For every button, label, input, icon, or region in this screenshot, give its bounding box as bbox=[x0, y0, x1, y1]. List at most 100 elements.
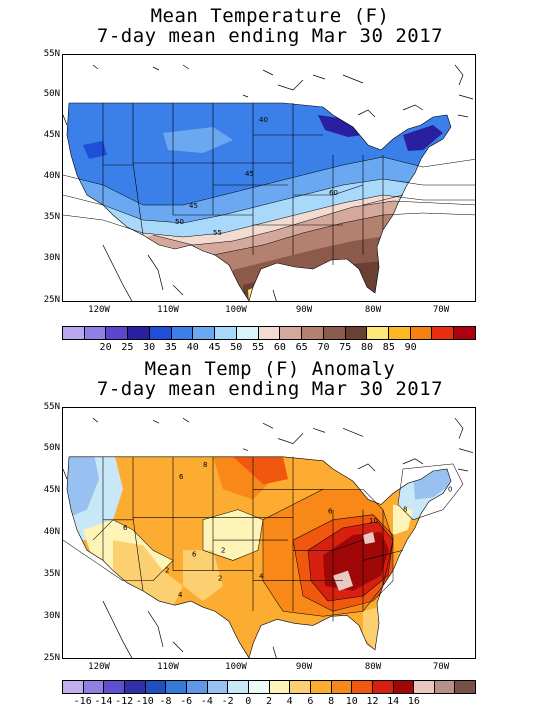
bottom-contour-label: 2 bbox=[165, 566, 169, 575]
bottom-title-line1: Mean Temp (F) Anomaly bbox=[144, 358, 396, 380]
colorbar-swatch bbox=[186, 681, 208, 693]
colorbar-swatch bbox=[149, 327, 172, 339]
top-lat-label: 30N bbox=[43, 253, 60, 263]
top-lat-label: 40N bbox=[43, 171, 60, 181]
colorbar-swatch bbox=[236, 327, 259, 339]
top-colorbar bbox=[62, 326, 476, 340]
colorbar-swatch bbox=[145, 681, 167, 693]
bottom-contour-label: 10 bbox=[369, 516, 378, 525]
colorbar-swatch bbox=[310, 681, 332, 693]
colorbar-label: -6 bbox=[180, 696, 193, 707]
top-contour-label: 50 bbox=[175, 218, 184, 226]
colorbar-label: 35 bbox=[164, 342, 177, 353]
colorbar-swatch bbox=[414, 681, 435, 693]
bottom-lat-label: 35N bbox=[43, 569, 60, 579]
bottom-contour-label: 6 bbox=[192, 549, 197, 558]
bottom-contour-label: 4 bbox=[259, 572, 264, 581]
top-lon-label: 80W bbox=[364, 305, 382, 315]
bottom-lat-label: 30N bbox=[43, 611, 60, 621]
bottom-title-line2: 7-day mean ending Mar 30 2017 bbox=[96, 378, 444, 400]
colorbar-label: -12 bbox=[115, 696, 134, 707]
colorbar-swatch bbox=[290, 681, 311, 693]
top-coastlines bbox=[63, 64, 474, 301]
bottom-map-svg: 6 8 6 6 10 2 6 4 2 2 4 0 8 bbox=[63, 417, 474, 658]
top-state-boundaries bbox=[66, 102, 452, 301]
bottom-contour-label: 6 bbox=[328, 507, 333, 516]
bottom-contour-label: 6 bbox=[123, 523, 128, 532]
colorbar-swatch bbox=[269, 681, 291, 693]
top-lon-label: 70W bbox=[432, 305, 450, 315]
colorbar-swatch bbox=[258, 327, 281, 339]
colorbar-label: 30 bbox=[143, 342, 156, 353]
bottom-coastlines bbox=[63, 417, 474, 658]
colorbar-swatch bbox=[124, 681, 146, 693]
colorbar-label: 25 bbox=[121, 342, 134, 353]
colorbar-label: 20 bbox=[99, 342, 112, 353]
colorbar-label: 4 bbox=[286, 696, 293, 707]
top-lon-label: 90W bbox=[295, 305, 313, 315]
bottom-contour-label: 2 bbox=[221, 545, 225, 554]
colorbar-swatch bbox=[372, 681, 394, 693]
colorbar-label: 80 bbox=[361, 342, 374, 353]
top-lon-label: 100W bbox=[225, 305, 247, 315]
bottom-anomaly-fill bbox=[67, 456, 451, 658]
top-contour-label: 55 bbox=[213, 229, 222, 237]
top-lat-label: 55N bbox=[43, 49, 60, 59]
top-contour-label: 60 bbox=[329, 189, 338, 197]
colorbar-swatch bbox=[215, 327, 237, 339]
colorbar-swatch bbox=[63, 327, 85, 339]
bottom-lon-label: 100W bbox=[225, 662, 247, 672]
top-contour-labels: 40 45 45 50 55 60 bbox=[175, 116, 338, 237]
bottom-contour-labels: 6 8 6 6 10 2 6 4 2 2 4 0 8 bbox=[123, 460, 453, 599]
colorbar-swatch bbox=[248, 681, 270, 693]
colorbar-label: 12 bbox=[366, 696, 379, 707]
bottom-lat-label: 45N bbox=[43, 485, 60, 495]
colorbar-label: 90 bbox=[404, 342, 417, 353]
colorbar-swatch bbox=[193, 327, 216, 339]
bottom-lat-label: 25N bbox=[43, 653, 60, 663]
colorbar-swatch bbox=[434, 681, 456, 693]
colorbar-label: 14 bbox=[387, 696, 400, 707]
colorbar-label: 40 bbox=[186, 342, 199, 353]
colorbar-label: -4 bbox=[200, 696, 213, 707]
colorbar-label: 70 bbox=[317, 342, 330, 353]
top-lon-label: 110W bbox=[157, 305, 179, 315]
colorbar-swatch bbox=[432, 327, 455, 339]
top-temperature-map: 40 45 45 50 55 60 bbox=[62, 54, 476, 302]
top-title-line1: Mean Temperature (F) bbox=[150, 5, 390, 27]
colorbar-swatch bbox=[323, 327, 346, 339]
colorbar-swatch bbox=[331, 681, 353, 693]
bottom-state-boundaries bbox=[66, 456, 452, 658]
colorbar-swatch bbox=[63, 681, 84, 693]
colorbar-label: 50 bbox=[230, 342, 243, 353]
colorbar-label: 0 bbox=[245, 696, 252, 707]
bottom-isotherms bbox=[63, 463, 464, 617]
top-contour-label: 45 bbox=[189, 202, 198, 210]
top-lat-label: 35N bbox=[43, 212, 60, 222]
colorbar-swatch bbox=[128, 327, 150, 339]
top-contour-label: 45 bbox=[245, 170, 254, 178]
colorbar-label: 65 bbox=[295, 342, 308, 353]
colorbar-label: -8 bbox=[159, 696, 172, 707]
colorbar-label: 10 bbox=[345, 696, 358, 707]
top-lat-label: 25N bbox=[43, 295, 60, 305]
colorbar-swatch bbox=[352, 681, 373, 693]
colorbar-label: 75 bbox=[339, 342, 352, 353]
colorbar-swatch bbox=[410, 327, 433, 339]
colorbar-swatch bbox=[280, 327, 303, 339]
top-temperature-fill bbox=[67, 103, 451, 301]
bottom-anomaly-map: 6 8 6 6 10 2 6 4 2 2 4 0 8 bbox=[62, 407, 476, 659]
bottom-contour-label: 4 bbox=[178, 590, 183, 599]
colorbar-label: -16 bbox=[73, 696, 92, 707]
colorbar-label: 85 bbox=[382, 342, 395, 353]
bottom-contour-label: 8 bbox=[203, 460, 207, 469]
colorbar-label: 6 bbox=[307, 696, 314, 707]
bottom-lon-label: 90W bbox=[295, 662, 313, 672]
colorbar-swatch bbox=[302, 327, 324, 339]
colorbar-label: 16 bbox=[407, 696, 420, 707]
colorbar-swatch bbox=[367, 327, 390, 339]
bottom-contour-label: 2 bbox=[218, 574, 222, 583]
colorbar-swatch bbox=[228, 681, 249, 693]
colorbar-swatch bbox=[345, 327, 368, 339]
colorbar-label: 60 bbox=[273, 342, 286, 353]
